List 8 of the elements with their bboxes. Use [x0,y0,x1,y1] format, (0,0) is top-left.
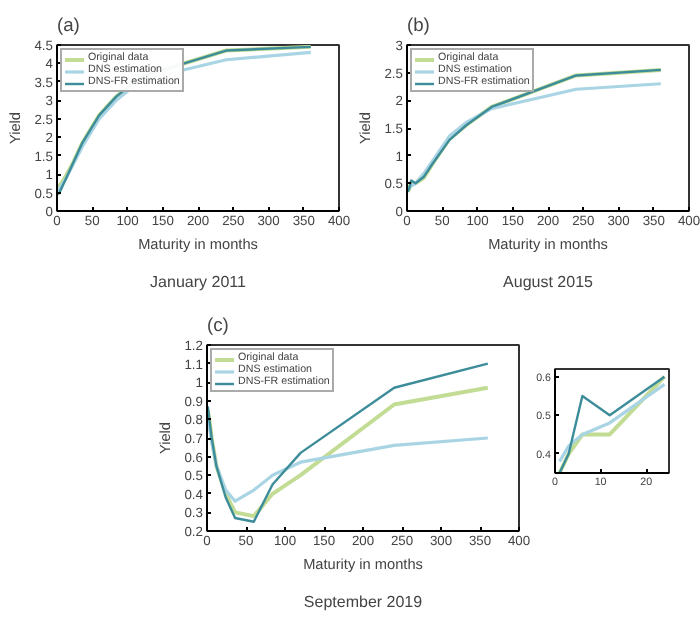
chart-title: (c) [207,315,229,335]
text: August 2015 [503,273,595,291]
chart-title: (a) [57,15,80,35]
line-series [207,362,489,523]
chart-title: (b) [407,15,430,35]
text: September 2019 [303,593,424,611]
line-series [207,385,490,519]
text: January 2011 [150,273,247,291]
